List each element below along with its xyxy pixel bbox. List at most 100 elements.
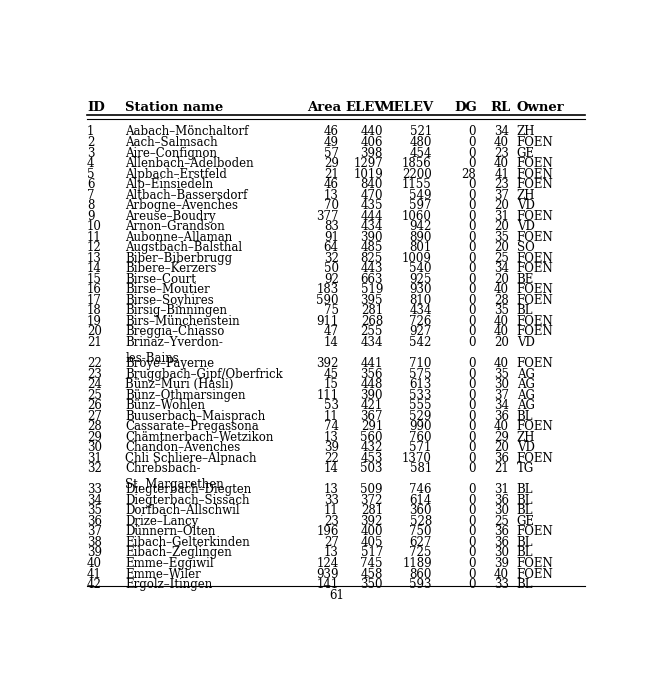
Text: 16: 16 <box>87 284 102 297</box>
Text: 45: 45 <box>324 368 338 381</box>
Text: RL: RL <box>490 101 510 114</box>
Text: VD: VD <box>517 220 535 233</box>
Text: 444: 444 <box>361 210 383 223</box>
Text: 40: 40 <box>87 557 102 570</box>
Text: 41: 41 <box>494 168 509 181</box>
Text: 20: 20 <box>494 199 509 212</box>
Text: 0: 0 <box>468 294 476 307</box>
Text: 11: 11 <box>87 231 102 244</box>
Text: FOEN: FOEN <box>517 210 554 223</box>
Text: ZH: ZH <box>517 431 535 444</box>
Text: 38: 38 <box>87 536 102 549</box>
Text: 37: 37 <box>87 525 102 538</box>
Text: 1155: 1155 <box>402 178 432 191</box>
Text: Aire–Confignon: Aire–Confignon <box>125 147 217 160</box>
Text: 0: 0 <box>468 547 476 560</box>
Text: 1297: 1297 <box>353 157 383 170</box>
Text: 14: 14 <box>87 262 102 275</box>
Text: 421: 421 <box>361 399 383 412</box>
Text: 575: 575 <box>409 368 432 381</box>
Text: Birse–Court: Birse–Court <box>125 273 196 286</box>
Text: 83: 83 <box>324 220 338 233</box>
Text: FOEN: FOEN <box>517 294 554 307</box>
Text: 597: 597 <box>409 199 432 212</box>
Text: 549: 549 <box>409 188 432 201</box>
Text: 2200: 2200 <box>402 168 432 181</box>
Text: 1019: 1019 <box>353 168 383 181</box>
Text: FOEN: FOEN <box>517 567 554 580</box>
Text: 529: 529 <box>409 410 432 423</box>
Text: 750: 750 <box>409 525 432 538</box>
Text: 281: 281 <box>361 304 383 317</box>
Text: 590: 590 <box>316 294 338 307</box>
Text: 0: 0 <box>468 484 476 497</box>
Text: 21: 21 <box>324 168 338 181</box>
Text: 925: 925 <box>409 273 432 286</box>
Text: 1189: 1189 <box>402 557 432 570</box>
Text: 20: 20 <box>494 273 509 286</box>
Text: 46: 46 <box>324 125 338 138</box>
Text: Altbach–Bassersdorf: Altbach–Bassersdorf <box>125 188 247 201</box>
Text: 0: 0 <box>468 273 476 286</box>
Text: 0: 0 <box>468 241 476 254</box>
Text: 440: 440 <box>361 125 383 138</box>
Text: Birsig–Binningen: Birsig–Binningen <box>125 304 227 317</box>
Text: 13: 13 <box>324 547 338 560</box>
Text: 40: 40 <box>494 136 509 149</box>
Text: 0: 0 <box>468 567 476 580</box>
Text: 23: 23 <box>87 368 102 381</box>
Text: FOEN: FOEN <box>517 157 554 170</box>
Text: Emme–Wiler: Emme–Wiler <box>125 567 201 580</box>
Text: 11: 11 <box>324 504 338 517</box>
Text: BL: BL <box>517 304 533 317</box>
Text: 0: 0 <box>468 462 476 475</box>
Text: Dünnern–Olten: Dünnern–Olten <box>125 525 216 538</box>
Text: 480: 480 <box>409 136 432 149</box>
Text: 0: 0 <box>468 451 476 464</box>
Text: 406: 406 <box>361 136 383 149</box>
Text: 840: 840 <box>361 178 383 191</box>
Text: 0: 0 <box>468 441 476 454</box>
Text: 30: 30 <box>494 378 509 391</box>
Text: 1856: 1856 <box>402 157 432 170</box>
Text: GE: GE <box>517 147 535 160</box>
Text: 14: 14 <box>324 336 338 349</box>
Text: 860: 860 <box>409 567 432 580</box>
Text: Chrebsbach-
St. Margarethen: Chrebsbach- St. Margarethen <box>125 462 224 491</box>
Text: 454: 454 <box>409 147 432 160</box>
Text: 42: 42 <box>87 578 102 591</box>
Text: 443: 443 <box>361 262 383 275</box>
Text: FOEN: FOEN <box>517 136 554 149</box>
Text: 593: 593 <box>409 578 432 591</box>
Text: BL: BL <box>517 484 533 497</box>
Text: 36: 36 <box>494 536 509 549</box>
Text: 124: 124 <box>316 557 338 570</box>
Text: 377: 377 <box>316 210 338 223</box>
Text: 0: 0 <box>468 368 476 381</box>
Text: Brinaz–Yverdon-
les-Bains: Brinaz–Yverdon- les-Bains <box>125 336 223 365</box>
Text: 33: 33 <box>494 578 509 591</box>
Text: 400: 400 <box>361 525 383 538</box>
Text: 0: 0 <box>468 262 476 275</box>
Text: 2: 2 <box>87 136 94 149</box>
Text: 509: 509 <box>361 484 383 497</box>
Text: Cassarate–Pregassona: Cassarate–Pregassona <box>125 420 259 433</box>
Text: 0: 0 <box>468 357 476 370</box>
Text: 35: 35 <box>87 504 102 517</box>
Text: 350: 350 <box>361 578 383 591</box>
Text: 0: 0 <box>468 199 476 212</box>
Text: GE: GE <box>517 515 535 528</box>
Text: 4: 4 <box>87 157 94 170</box>
Text: Bünz–Muri (Hasli): Bünz–Muri (Hasli) <box>125 378 234 391</box>
Text: ZH: ZH <box>517 188 535 201</box>
Text: FOEN: FOEN <box>517 525 554 538</box>
Text: 37: 37 <box>494 388 509 401</box>
Text: 14: 14 <box>324 462 338 475</box>
Text: 13: 13 <box>324 431 338 444</box>
Text: 34: 34 <box>494 262 509 275</box>
Text: 0: 0 <box>468 188 476 201</box>
Text: 540: 540 <box>409 262 432 275</box>
Text: Allenbach–Adelboden: Allenbach–Adelboden <box>125 157 254 170</box>
Text: Bünz–Wohlen: Bünz–Wohlen <box>125 399 205 412</box>
Text: AG: AG <box>517 368 535 381</box>
